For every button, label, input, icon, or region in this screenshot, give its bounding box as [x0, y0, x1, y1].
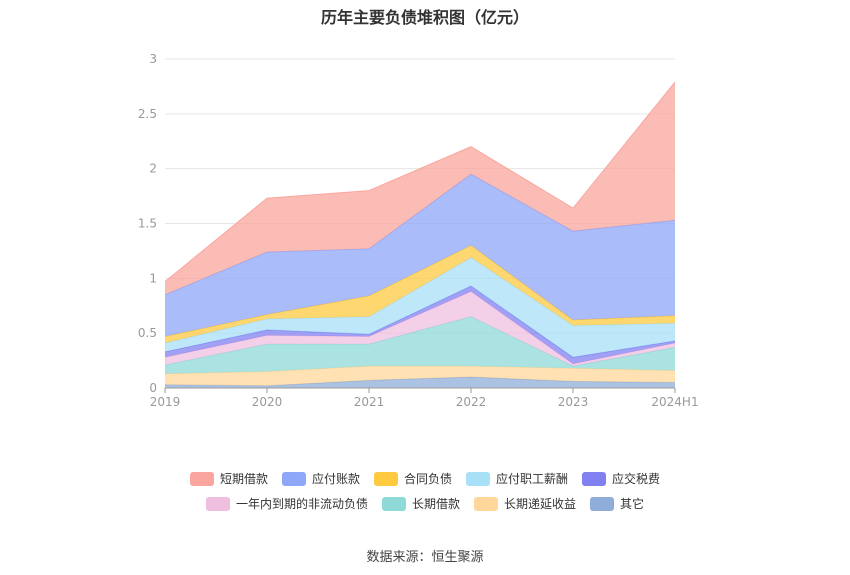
x-tick-label: 2021 [354, 395, 385, 409]
x-tick-label: 2024H1 [651, 395, 698, 409]
area-series-其它[interactable] [165, 377, 675, 388]
data-source: 数据来源：恒生聚源 [366, 550, 484, 565]
legend-item[interactable]: 长期借款 [381, 495, 460, 512]
legend-item[interactable]: 应付职工薪酬 [466, 470, 568, 487]
y-axis: 0 0.5 1 1.5 2 2.5 3 [138, 52, 157, 395]
legend-swatch [582, 471, 607, 486]
legend-swatch [189, 471, 214, 486]
y-tick-label: 0 [149, 381, 157, 395]
legend-swatch [590, 496, 615, 511]
area-series-应付账款[interactable] [165, 174, 675, 337]
legend-item[interactable]: 一年内到期的非流动负债 [205, 495, 368, 512]
series-line-应付职工薪酬 [164, 256, 676, 344]
y-tick-label: 2 [149, 162, 157, 176]
area-series [164, 81, 676, 388]
legend-label: 应付账款 [311, 472, 360, 486]
y-tick-label: 1.5 [138, 217, 157, 231]
legend-label: 短期借款 [219, 472, 268, 486]
legend-label: 长期借款 [411, 497, 460, 511]
area-series-长期递延收益[interactable] [165, 366, 675, 386]
legend-label: 应交税费 [612, 472, 661, 486]
legend-row-2: 一年内到期的非流动负债 长期借款 长期递延收益 其它 [0, 495, 850, 512]
x-tick-label: 2022 [456, 395, 487, 409]
area-series-长期借款[interactable] [165, 316, 675, 374]
legend-item[interactable]: 合同负债 [373, 470, 452, 487]
x-tick-label: 2023 [558, 395, 589, 409]
legend-swatch [381, 496, 406, 511]
x-tick-label: 2019 [150, 395, 181, 409]
chart-title: 历年主要负债堆积图（亿元） [320, 8, 529, 27]
legend-item[interactable]: 应付账款 [281, 470, 360, 487]
legend-swatch [281, 471, 306, 486]
y-tick-label: 0.5 [138, 326, 157, 340]
legend-label: 其它 [620, 497, 645, 511]
series-line-短期借款 [164, 81, 676, 283]
legend-swatch [474, 496, 498, 511]
y-tick-label: 3 [149, 52, 157, 66]
legend: 短期借款 应付账款 合同负债 应付职工薪酬 应交税费 一年内到期的非流动负债 长期借款 长期… [0, 470, 850, 520]
legend-label: 一年内到期的非流动负债 [235, 497, 368, 511]
legend-swatch [205, 496, 230, 511]
y-tick-label: 2.5 [138, 107, 157, 121]
legend-label: 合同负债 [403, 472, 452, 486]
area-series-一年内到期的非流动负债[interactable] [165, 291, 675, 367]
legend-item[interactable]: 应交税费 [582, 470, 660, 487]
legend-item[interactable]: 长期递延收益 [474, 495, 576, 512]
area-series-短期借款[interactable] [165, 82, 675, 295]
legend-label: 应付职工薪酬 [496, 472, 569, 486]
area-series-应付职工薪酬[interactable] [165, 257, 675, 358]
y-tick-label: 1 [149, 271, 157, 285]
area-series-应交税费[interactable] [165, 286, 675, 364]
legend-label: 长期递延收益 [504, 497, 577, 511]
legend-swatch [466, 471, 490, 486]
legend-item[interactable]: 短期借款 [189, 470, 268, 487]
stacked-area-chart: 0 0.5 1 1.5 2 2.5 3 2019 2020 2021 2022 2023 2024H1 [138, 52, 699, 409]
legend-swatch [373, 471, 398, 486]
legend-item[interactable]: 其它 [590, 495, 644, 512]
x-axis: 2019 2020 2021 2022 2023 2024H1 [150, 387, 699, 409]
x-tick-label: 2020 [252, 395, 283, 409]
legend-row-1: 短期借款 应付账款 合同负债 应付职工薪酬 应交税费 [0, 470, 850, 487]
